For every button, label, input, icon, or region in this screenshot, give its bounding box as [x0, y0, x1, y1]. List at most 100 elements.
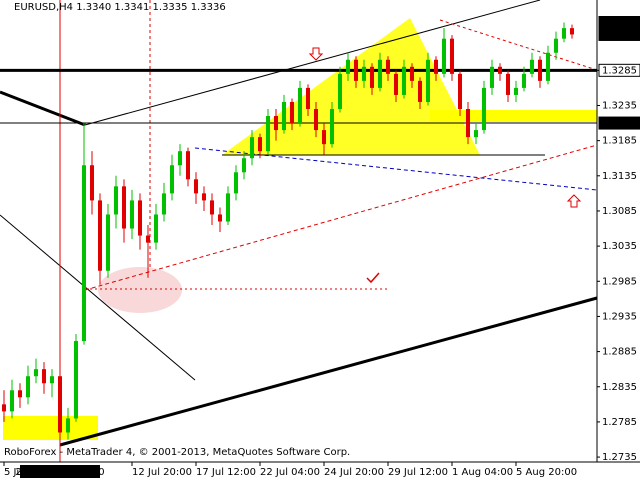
candle-body [274, 116, 278, 131]
candle-body [122, 186, 126, 229]
candle-body [66, 418, 70, 433]
candle-body [18, 390, 22, 398]
x-tick-label: 22 Jul 04:00 [260, 467, 320, 478]
price-label: 1.3336 [602, 29, 637, 40]
candle-body [498, 66, 502, 74]
yellow-box [3, 416, 98, 440]
x-tick-label: 12 Jul 20:00 [132, 467, 192, 478]
candle-body [402, 66, 406, 95]
candle-body [194, 179, 198, 194]
candle-body [306, 87, 310, 109]
candle-body [482, 87, 486, 131]
candle-body [506, 73, 510, 95]
candle-body [290, 101, 294, 124]
x-highlight-box [20, 465, 100, 478]
candle-body [338, 73, 342, 109]
price-label: 1.321 [602, 118, 631, 129]
candle-body [386, 59, 390, 74]
candle-body [322, 130, 326, 145]
candle-body [74, 341, 78, 419]
x-tick-label: 17 Jul 12:00 [196, 467, 256, 478]
trend-line [0, 90, 86, 127]
candle-body [378, 59, 382, 88]
candle-body [242, 158, 246, 173]
y-tick-label: 1.3135 [602, 171, 637, 182]
candle-body [210, 200, 214, 215]
candle-body [330, 108, 334, 145]
candle-body [266, 116, 270, 152]
candle-body [426, 59, 430, 102]
candle-body [178, 151, 182, 166]
candle-body [154, 214, 158, 243]
price-label: 1.3353 [602, 18, 637, 29]
trend-line [0, 214, 196, 381]
candle-body [202, 193, 206, 201]
candle-body [514, 87, 518, 95]
y-tick-label: 1.3035 [602, 241, 637, 252]
candle-body [34, 369, 38, 377]
dashed-line [194, 147, 598, 191]
yellow-band [430, 110, 597, 122]
price-label: 1.3285 [602, 65, 637, 76]
candle-body [354, 59, 358, 81]
candle-body [458, 73, 462, 109]
price-label-box [598, 63, 640, 77]
candle-body [138, 200, 142, 236]
y-tick-label: 1.3235 [602, 100, 637, 111]
x-tick-label: 29 Jul 12:00 [388, 467, 448, 478]
candle-body [434, 59, 438, 74]
x-tick-label: 1 Aug 04:00 [452, 467, 513, 478]
y-tick-label: 1.2935 [602, 311, 637, 322]
price-label-box [598, 27, 640, 41]
plot [0, 22, 597, 440]
candle-body [114, 186, 118, 215]
price-label-box [598, 116, 640, 130]
candle-body [218, 214, 222, 222]
candle-body [282, 101, 286, 131]
candle-body [546, 52, 550, 81]
y-tick-label: 1.2835 [602, 382, 637, 393]
candle-body [10, 390, 14, 412]
dashed-line [84, 144, 598, 291]
candle-body [554, 38, 558, 53]
candle-body [570, 28, 574, 35]
trend-line [84, 0, 541, 126]
candle-body [466, 108, 470, 138]
y-tick-label: 1.2785 [602, 417, 637, 428]
arrow-down [308, 47, 324, 61]
candle-body [250, 137, 254, 159]
candle-body [442, 38, 446, 74]
candle-body [538, 59, 542, 81]
candle-body [474, 130, 478, 138]
annotations [0, 0, 598, 462]
candle-body [170, 165, 174, 194]
candle-body [2, 404, 6, 412]
candle-body [298, 87, 302, 124]
candle-body [346, 59, 350, 74]
candle-body [370, 66, 374, 88]
candle-body [162, 193, 166, 215]
candle-body [98, 200, 102, 271]
trend-line [59, 296, 598, 447]
arrow-up [566, 194, 582, 208]
x-tick-label: 5 Aug 20:00 [516, 467, 577, 478]
candle-body [42, 369, 46, 384]
candle-body [106, 214, 110, 271]
x-highlight-label: 2013.07.09 20:00 [15, 467, 104, 478]
pink-zone [98, 267, 182, 313]
candle-body [530, 59, 534, 74]
y-tick-label: 1.3085 [602, 206, 637, 217]
candle-body [450, 38, 454, 74]
candle-body [234, 172, 238, 194]
y-tick-label: 1.2735 [602, 452, 637, 463]
check-mark [366, 272, 380, 284]
candle-body [50, 376, 54, 384]
x-tick-label: 24 Jul 20:00 [324, 467, 384, 478]
candle-body [418, 80, 422, 102]
y-tick-label: 1.2985 [602, 276, 637, 287]
candle-body [394, 73, 398, 95]
chart-title: EURUSD,H4 1.3340 1.3341 1.3335 1.3336 [14, 2, 226, 13]
candle-body [58, 376, 62, 433]
